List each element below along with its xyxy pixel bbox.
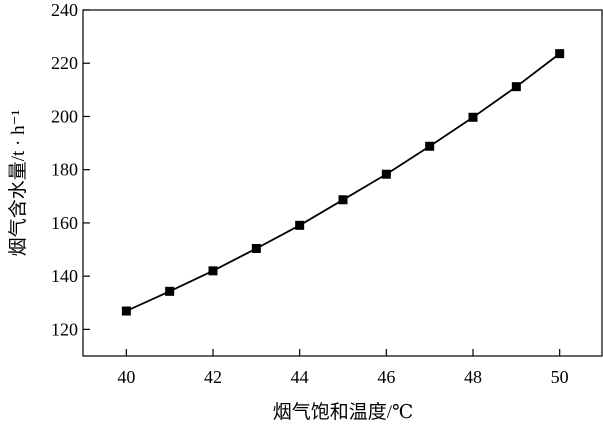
data-point <box>468 112 478 122</box>
y-tick-label: 180 <box>51 160 78 180</box>
x-axis-ticks: 40 42 44 46 48 50 <box>117 349 569 387</box>
data-point <box>338 195 348 205</box>
data-point <box>251 243 261 253</box>
data-point <box>165 286 175 296</box>
y-tick-label: 240 <box>51 0 78 20</box>
y-tick-label: 220 <box>51 53 78 73</box>
y-axis-label: 烟气含水量/t · h⁻¹ <box>7 109 29 256</box>
x-tick-label: 44 <box>291 367 309 387</box>
data-point <box>511 82 521 92</box>
series-line <box>125 52 561 312</box>
x-tick-label: 46 <box>377 367 395 387</box>
data-point <box>425 141 435 151</box>
data-point <box>555 49 565 59</box>
y-axis-ticks: 120 140 160 180 200 220 240 <box>51 0 90 339</box>
y-tick-label: 200 <box>51 106 78 126</box>
plot-frame <box>82 9 603 357</box>
y-tick-label: 120 <box>51 319 78 339</box>
y-tick-label: 160 <box>51 213 78 233</box>
x-tick-label: 42 <box>204 367 222 387</box>
x-tick-label: 48 <box>464 367 482 387</box>
y-tick-label: 140 <box>51 266 78 286</box>
data-point <box>295 220 305 230</box>
x-tick-label: 50 <box>551 367 569 387</box>
x-axis-label: 烟气饱和温度/℃ <box>273 401 414 423</box>
series-layer <box>121 49 565 316</box>
data-point <box>381 169 391 179</box>
data-point <box>121 306 131 316</box>
data-point <box>208 266 218 276</box>
x-tick-label: 40 <box>117 367 135 387</box>
